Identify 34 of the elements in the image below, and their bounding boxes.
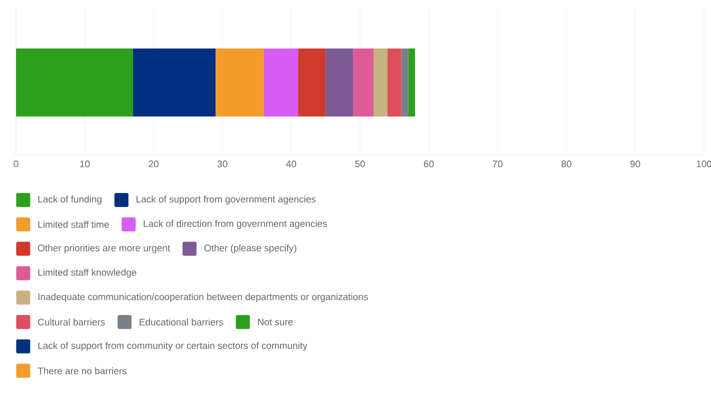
legend-label: Cultural barriers: [38, 318, 105, 326]
legend-label: Other priorities are more urgent: [38, 244, 170, 254]
legend-label: There are no barriers: [38, 367, 126, 374]
bar: [216, 48, 264, 116]
x-tick-label: 20: [148, 160, 159, 168]
bar: [353, 48, 374, 116]
bar: [374, 48, 388, 116]
legend-label: Lack of funding: [38, 196, 102, 204]
bar: [326, 48, 354, 116]
legend-label: Inadequate communication/cooperation between departments or organizations: [38, 293, 368, 302]
bar: [264, 48, 298, 116]
x-tick-label: 60: [424, 160, 434, 168]
legend-label: Limited staff knowledge: [38, 268, 136, 278]
x-tick-label: 70: [492, 160, 503, 168]
x-tick-label: 40: [286, 160, 296, 168]
bar: [132, 48, 216, 116]
legend-label: Educational barriers: [140, 318, 224, 326]
legend-label: Other (please specify): [204, 244, 296, 254]
x-tick-label: 80: [562, 160, 572, 168]
x-tick-label: 90: [630, 160, 640, 168]
legend-label: Lack of support from government agencies: [136, 196, 316, 204]
x-tick-label: 10: [80, 160, 90, 168]
legend-label: Limited staff time: [38, 220, 109, 228]
bar: [408, 48, 416, 116]
bar: [298, 48, 326, 116]
legend-label: Lack of direction from government agencies: [144, 220, 327, 229]
bar: [388, 48, 402, 116]
x-tick-label: 50: [355, 160, 365, 168]
x-tick-label: 0: [14, 160, 18, 168]
bar: [401, 48, 408, 116]
legend-label: Not sure: [258, 318, 293, 326]
bar: [16, 48, 133, 116]
legend-label: Lack of support from community or certain sectors of community: [38, 342, 308, 351]
x-tick-label: 30: [217, 160, 228, 168]
